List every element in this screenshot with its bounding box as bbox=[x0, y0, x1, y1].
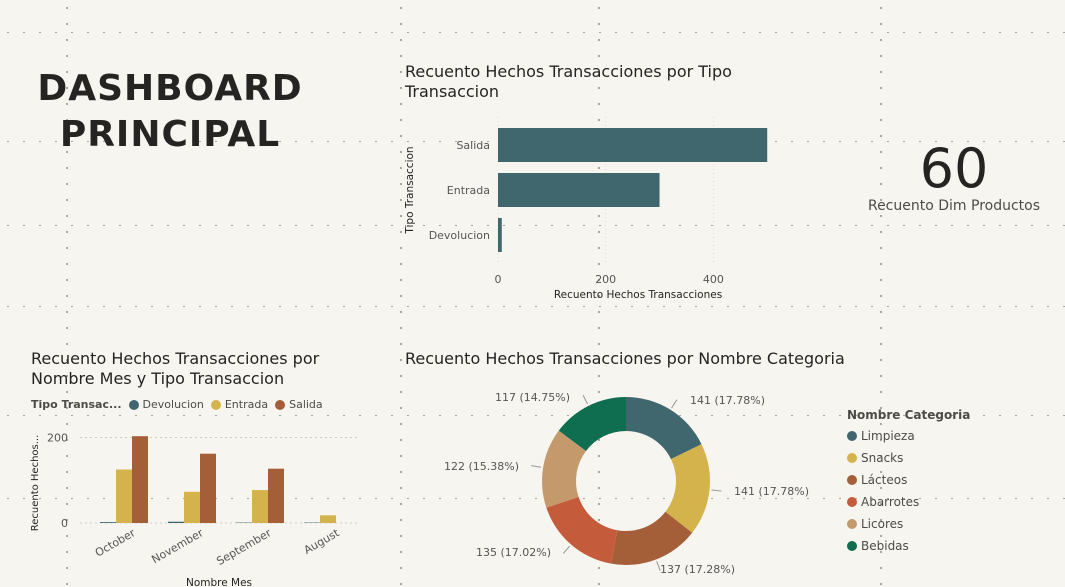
legend-label: Abarrotes bbox=[861, 495, 920, 509]
donut-slice[interactable] bbox=[546, 496, 618, 564]
column-bar[interactable] bbox=[184, 491, 200, 523]
grid-line bbox=[66, 0, 68, 587]
y-tick-label: Salida bbox=[456, 139, 490, 152]
grid-line bbox=[0, 225, 1065, 226]
legend-title: Nombre Categoria bbox=[847, 408, 971, 422]
legend-item[interactable]: Abarrotes bbox=[847, 491, 970, 513]
legend-label: Bebidas bbox=[861, 539, 909, 553]
legend-swatch bbox=[847, 519, 857, 529]
legend-swatch bbox=[275, 399, 286, 410]
y-axis-label: Tipo Transaccion bbox=[404, 146, 416, 234]
donut-chart-categoria[interactable]: 141 (17.78%) 141 (17.78%) 137 (17.28%) 135 … bbox=[430, 380, 830, 585]
x-axis-label: Nombre Mes bbox=[186, 577, 252, 587]
data-label: 122 (15.38%) bbox=[444, 460, 519, 473]
kpi-label: Recuento Dim Productos bbox=[867, 198, 1041, 214]
kpi-value: 60 bbox=[919, 137, 989, 200]
leader-line bbox=[671, 399, 678, 409]
x-tick-label: 0 bbox=[495, 273, 502, 286]
y-axis-label: Recuento Hechos... bbox=[30, 435, 41, 532]
bar[interactable] bbox=[498, 128, 768, 162]
legend-swatch bbox=[210, 399, 221, 410]
leader-line bbox=[582, 394, 588, 405]
grid-line bbox=[0, 498, 1065, 499]
grid-line bbox=[400, 0, 402, 587]
data-label: 141 (17.78%) bbox=[690, 394, 765, 407]
donut-chart-legend: Nombre Categoria Limpieza Snacks Lácteos Ab… bbox=[847, 405, 970, 557]
column-bar[interactable] bbox=[132, 436, 148, 523]
donut-chart-title: Recuento Hechos Transacciones por Nombre… bbox=[405, 349, 845, 368]
y-tick-label: 200 bbox=[47, 431, 68, 444]
leader-line bbox=[656, 561, 661, 571]
column-chart-mes-tipo[interactable]: 0 200 October November September August Nombre… bbox=[20, 415, 370, 587]
leader-line bbox=[711, 489, 722, 492]
column-chart-legend: Tipo Transac... Devolucion Entrada Salida bbox=[31, 398, 327, 411]
legend-item[interactable]: Limpieza bbox=[847, 425, 970, 447]
legend-item[interactable]: Bebidas bbox=[847, 535, 970, 557]
donut-slice[interactable] bbox=[626, 397, 702, 460]
legend-title: Tipo Transac... bbox=[31, 398, 122, 411]
legend-item[interactable]: Devolucion bbox=[128, 398, 204, 411]
leader-line bbox=[531, 465, 542, 468]
legend-label: Licores bbox=[861, 517, 904, 531]
data-label: 137 (17.28%) bbox=[660, 563, 735, 576]
bar-chart-tipo-transaccion[interactable]: 0 200 400 Salida Entrada Devolucion Recuento H… bbox=[400, 112, 780, 307]
legend-item[interactable]: Snacks bbox=[847, 447, 970, 469]
legend-item[interactable]: Salida bbox=[275, 398, 323, 411]
legend-label: Devolucion bbox=[142, 398, 204, 411]
legend-label: Salida bbox=[289, 398, 323, 411]
x-axis-label: Recuento Hechos Transacciones bbox=[554, 289, 722, 301]
data-label: 135 (17.02%) bbox=[476, 546, 551, 559]
donut-slice[interactable] bbox=[542, 430, 587, 508]
legend-item[interactable]: Entrada bbox=[210, 398, 269, 411]
legend-item[interactable]: Licores bbox=[847, 513, 970, 535]
legend-swatch bbox=[847, 475, 857, 485]
legend-label: Lácteos bbox=[861, 473, 908, 487]
column-bar[interactable] bbox=[200, 453, 216, 523]
data-label: 141 (17.78%) bbox=[734, 485, 809, 498]
legend-swatch bbox=[847, 497, 857, 507]
x-tick-label: October bbox=[93, 526, 138, 560]
donut-slice[interactable] bbox=[611, 511, 693, 565]
y-tick-label: Entrada bbox=[447, 184, 490, 197]
legend-label: Entrada bbox=[224, 398, 269, 411]
grid-line bbox=[0, 306, 1065, 307]
y-tick-label: 0 bbox=[61, 517, 68, 530]
x-tick-label: August bbox=[302, 526, 342, 557]
legend-label: Limpieza bbox=[861, 429, 915, 443]
column-bar[interactable] bbox=[320, 515, 336, 523]
legend-swatch bbox=[847, 541, 857, 551]
grid-line bbox=[880, 0, 882, 587]
grid-line bbox=[598, 0, 600, 587]
bar[interactable] bbox=[498, 173, 660, 207]
legend-swatch bbox=[847, 431, 857, 441]
column-bar[interactable] bbox=[168, 521, 184, 523]
column-bar[interactable] bbox=[268, 468, 284, 523]
x-tick-label: 200 bbox=[595, 273, 616, 286]
donut-slice[interactable] bbox=[665, 444, 710, 533]
bar-chart-title: Recuento Hechos Transacciones por Tipo T… bbox=[405, 62, 732, 101]
page-title: DASHBOARD PRINCIPAL bbox=[37, 68, 303, 155]
x-tick-label: September bbox=[214, 526, 274, 568]
legend-swatch bbox=[847, 453, 857, 463]
legend-item[interactable]: Lácteos bbox=[847, 469, 970, 491]
grid-line bbox=[0, 32, 1065, 33]
column-bar[interactable] bbox=[100, 522, 116, 523]
x-tick-label: November bbox=[149, 526, 205, 566]
legend-label: Snacks bbox=[861, 451, 904, 465]
leader-line bbox=[562, 545, 571, 554]
donut-slice[interactable] bbox=[558, 397, 626, 451]
y-tick-label: Devolucion bbox=[429, 229, 490, 242]
column-chart-title: Recuento Hechos Transacciones por Nombre… bbox=[31, 349, 320, 388]
column-bar[interactable] bbox=[116, 469, 132, 523]
legend-swatch bbox=[128, 399, 139, 410]
x-tick-label: 400 bbox=[703, 273, 724, 286]
column-bar[interactable] bbox=[252, 490, 268, 523]
grid-line bbox=[0, 415, 1065, 416]
bar[interactable] bbox=[498, 218, 502, 252]
data-label: 117 (14.75%) bbox=[495, 391, 570, 404]
